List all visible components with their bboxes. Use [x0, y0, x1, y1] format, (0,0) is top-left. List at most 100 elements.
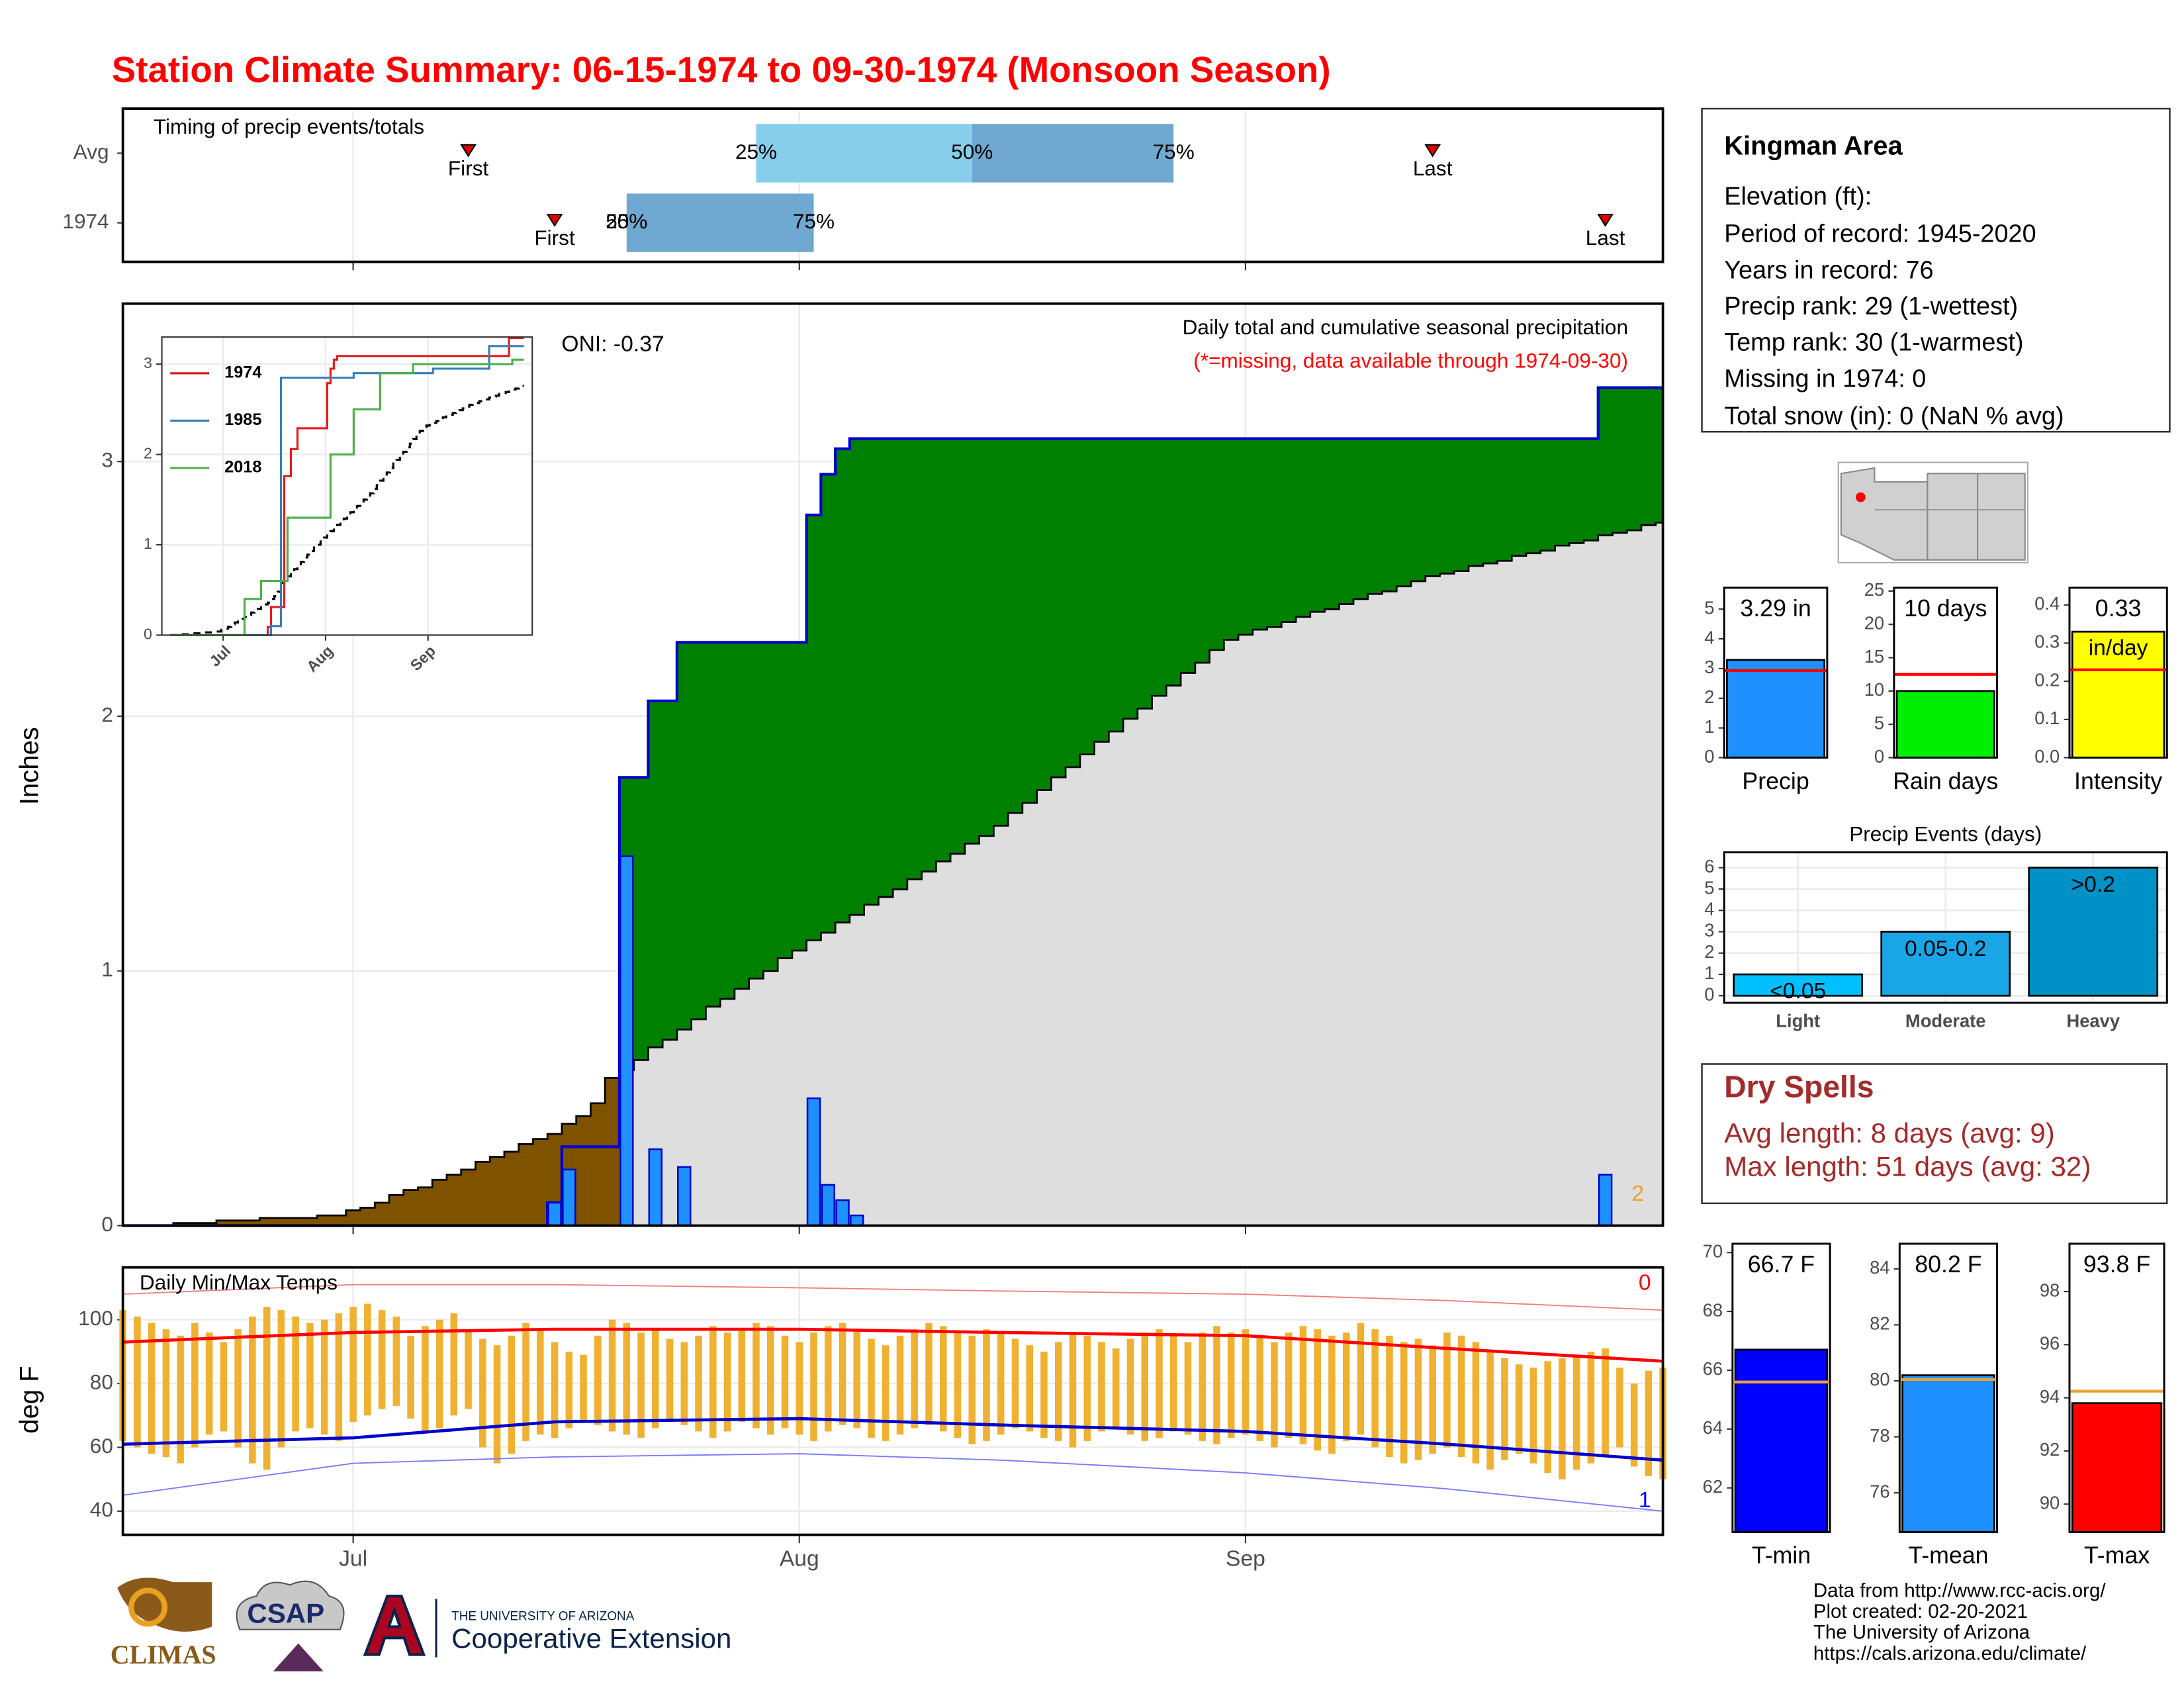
temp-bar: [1069, 1332, 1077, 1448]
temp-bar: [954, 1332, 962, 1438]
y-tick-label: 10: [1864, 679, 1884, 700]
category-label: T-max: [2084, 1542, 2150, 1569]
x-tick-label: Jul: [339, 1546, 367, 1571]
y-tick-label: 96: [2040, 1333, 2060, 1354]
event-marker: [460, 144, 477, 158]
temp-bar: [1472, 1342, 1480, 1464]
dry-spell-line: Max length: 51 days (avg: 32): [1724, 1150, 2091, 1182]
value-label: 0.05-0.2: [1905, 937, 1987, 961]
legend-label: 2018: [224, 458, 261, 477]
y-tick-label: 84: [1870, 1257, 1889, 1278]
panel-frame: [1731, 1243, 1831, 1533]
temp-bar: [191, 1323, 199, 1448]
value-label: 80.2 F: [1915, 1251, 1981, 1278]
temp-bar: [1572, 1354, 1580, 1470]
temp-bar: [234, 1329, 242, 1448]
temp-bar: [1357, 1323, 1365, 1435]
temp-bar: [364, 1303, 371, 1416]
y-tick-label: 98: [2040, 1280, 2060, 1300]
daily-bar: [547, 1201, 562, 1227]
event-marker: [1424, 144, 1441, 158]
temp-bar: [292, 1316, 299, 1432]
daily-bar: [821, 1184, 836, 1227]
daily-bar: [850, 1214, 864, 1227]
average-line: [122, 522, 1663, 1227]
panel-title: Daily total and cumulative seasonal prec…: [1183, 315, 1628, 339]
y-tick-label: 0: [144, 626, 152, 643]
station-dot: [1856, 492, 1866, 502]
category-label: Precip: [1742, 768, 1809, 794]
event-label: Last: [1413, 156, 1453, 180]
temp-bar: [1299, 1326, 1307, 1444]
y-tick-label: 2: [144, 445, 152, 462]
bar: [1726, 659, 1826, 759]
bar: [1733, 973, 1864, 997]
station-line: Temp rank: 30 (1-warmest): [1724, 329, 2023, 357]
inset-bg: [161, 337, 533, 635]
panel-frame: [1893, 586, 1999, 759]
y-tick-label: 78: [1870, 1425, 1889, 1446]
temp-bar: [162, 1329, 170, 1457]
event-marker: [1597, 213, 1614, 227]
temp-bar: [220, 1342, 228, 1432]
temp-bar: [968, 1335, 976, 1444]
y-tick-label: 0: [1874, 746, 1884, 767]
station-line: Period of record: 1945-2020: [1724, 220, 2036, 248]
category-label: T-mean: [1908, 1542, 1988, 1569]
temp-bar: [1112, 1348, 1120, 1429]
temp-bar: [435, 1319, 443, 1429]
temp-bar: [1271, 1342, 1278, 1448]
y-tick-label: 25: [1864, 579, 1884, 600]
temp-bar: [263, 1307, 271, 1470]
dry-spell-box: [1701, 1063, 2168, 1205]
panel-frame: [1898, 1243, 1999, 1533]
temp-bar: [1083, 1335, 1091, 1441]
temp-bar: [479, 1338, 486, 1448]
category-label: Heavy: [2066, 1011, 2120, 1031]
temp-bar: [306, 1323, 314, 1429]
y-tick-label: 0.2: [2034, 669, 2060, 690]
avg-max-line: [122, 1327, 1663, 1363]
y-tick-label: 0.4: [2034, 593, 2060, 614]
quantile-label: 25%: [735, 140, 777, 164]
value-label: 3.29 in: [1740, 595, 1811, 622]
temp-bar: [349, 1307, 357, 1422]
credit-line: Plot created: 02-20-2021: [1813, 1601, 2028, 1622]
value-label: <0.05: [1770, 979, 1826, 1004]
event-label: First: [534, 226, 575, 250]
event-marker: [546, 213, 563, 227]
y-tick-label: 3: [1704, 920, 1714, 941]
daily-bar: [562, 1168, 576, 1227]
temp-bar: [752, 1323, 760, 1429]
y-tick-label: 6: [1704, 856, 1714, 876]
temp-bar: [177, 1335, 184, 1464]
bar: [1901, 1374, 1995, 1533]
y-tick-label: 40: [90, 1497, 113, 1521]
y-tick-label: 3: [1704, 657, 1714, 677]
dry-spell-title: Dry Spells: [1724, 1070, 1874, 1104]
logo-text: Cooperative Extension: [451, 1623, 731, 1654]
temp-bar: [407, 1335, 414, 1419]
event-label: Last: [1586, 226, 1625, 250]
row-label: Avg: [73, 140, 109, 164]
y-tick-label: 5: [1704, 877, 1714, 898]
daily-bar: [648, 1148, 663, 1227]
temp-bar: [335, 1313, 343, 1441]
y-tick-label: 60: [90, 1434, 113, 1458]
daily-bar: [619, 855, 634, 1227]
temp-bar: [1156, 1329, 1163, 1438]
daily-bar: [835, 1199, 850, 1227]
row-label: 1974: [62, 209, 109, 233]
panel-frame: [121, 1266, 1664, 1536]
temp-bar: [1328, 1335, 1336, 1454]
temp-bar: [796, 1342, 803, 1435]
temp-bar: [1443, 1332, 1451, 1448]
temp-bar: [277, 1310, 285, 1448]
panel-frame: [121, 107, 1664, 263]
legend-label: 1985: [224, 410, 261, 429]
y-tick-label: 2: [1704, 941, 1714, 962]
panel-title: Precip Events (days): [1849, 822, 2042, 846]
temp-bar: [1314, 1329, 1321, 1451]
temp-bar: [723, 1332, 731, 1432]
temp-bar: [1645, 1370, 1653, 1476]
